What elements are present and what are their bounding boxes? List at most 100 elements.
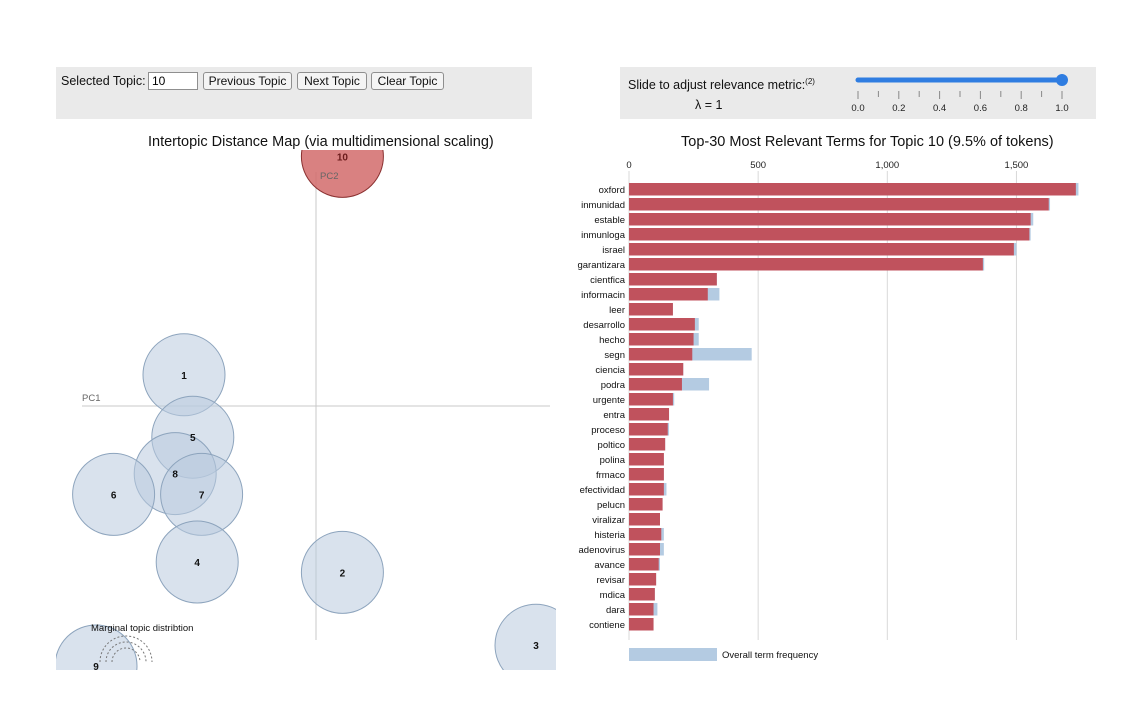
topic-frequency-bar bbox=[629, 288, 708, 301]
topic-frequency-bar bbox=[629, 438, 666, 451]
term-label[interactable]: dara bbox=[606, 605, 626, 616]
clear-topic-button[interactable]: Clear Topic bbox=[371, 72, 444, 90]
term-label[interactable]: israel bbox=[602, 245, 625, 256]
x-tick-label: 500 bbox=[750, 160, 766, 171]
term-label[interactable]: hecho bbox=[599, 335, 625, 346]
topic-frequency-bar bbox=[629, 528, 662, 541]
term-label[interactable]: informacin bbox=[581, 290, 625, 301]
topic-label-9: 9 bbox=[93, 662, 99, 670]
topic-circle-3[interactable] bbox=[494, 603, 556, 670]
topic-frequency-bar bbox=[629, 228, 1030, 241]
topic-label-1: 1 bbox=[181, 371, 187, 382]
topic-label-2: 2 bbox=[340, 568, 346, 579]
term-label[interactable]: polina bbox=[600, 455, 626, 466]
slider-handle[interactable] bbox=[1056, 74, 1068, 86]
slider-tick-label: 1.0 bbox=[1055, 103, 1068, 114]
topic-frequency-bar bbox=[629, 603, 654, 616]
slider-tick-label: 0.6 bbox=[974, 103, 987, 114]
term-label[interactable]: revisar bbox=[596, 575, 625, 586]
term-label[interactable]: efectividad bbox=[580, 485, 625, 496]
legend-swatch bbox=[629, 648, 717, 661]
x-tick-label: 0 bbox=[626, 160, 631, 171]
topic-frequency-bar bbox=[629, 303, 673, 316]
selected-topic-input[interactable] bbox=[148, 72, 198, 90]
term-label[interactable]: segn bbox=[604, 350, 625, 361]
term-label[interactable]: desarrollo bbox=[583, 320, 625, 331]
term-label[interactable]: entra bbox=[603, 410, 625, 421]
slider-tick-label: 0.4 bbox=[933, 103, 946, 114]
topic-circle-9[interactable] bbox=[56, 624, 138, 670]
topic-frequency-bar bbox=[629, 558, 659, 571]
term-label[interactable]: oxford bbox=[599, 185, 625, 196]
pc2-axis-label: PC2 bbox=[320, 171, 338, 182]
intertopic-map: 10 1 5 8 7 6 4 2 3 9 PC1 PC2 Marginal topic distribt… bbox=[56, 150, 556, 670]
topic-frequency-bar bbox=[629, 333, 694, 346]
term-label[interactable]: histeria bbox=[594, 530, 625, 541]
topic-frequency-bar bbox=[629, 573, 657, 586]
topic-circle-10[interactable] bbox=[300, 150, 384, 198]
topic-label-4: 4 bbox=[194, 558, 200, 569]
topic-frequency-bar bbox=[629, 423, 668, 436]
topic-label-3: 3 bbox=[533, 641, 539, 652]
relevance-panel: Slide to adjust relevance metric:(2) λ =… bbox=[620, 67, 1096, 119]
lambda-value: λ = 1 bbox=[695, 98, 723, 112]
term-label[interactable]: urgente bbox=[593, 395, 625, 406]
topic-frequency-bar bbox=[629, 213, 1031, 226]
term-label[interactable]: podra bbox=[601, 380, 626, 391]
topic-frequency-bar bbox=[629, 198, 1049, 211]
topic-label-6: 6 bbox=[111, 490, 117, 501]
next-topic-button[interactable]: Next Topic bbox=[297, 72, 367, 90]
topic-frequency-bar bbox=[629, 318, 695, 331]
previous-topic-button[interactable]: Previous Topic bbox=[203, 72, 292, 90]
relevance-slider[interactable]: 0.0 0.2 0.4 0.6 0.8 1.0 bbox=[850, 71, 1090, 117]
topic-label-5: 5 bbox=[190, 433, 196, 444]
term-label[interactable]: leer bbox=[609, 305, 625, 316]
intertopic-map-title: Intertopic Distance Map (via multidimens… bbox=[148, 134, 494, 150]
topic-label-10: 10 bbox=[337, 152, 349, 163]
term-label[interactable]: ciencia bbox=[595, 365, 625, 376]
topic-frequency-bar bbox=[629, 453, 664, 466]
relevance-footnote: (2) bbox=[805, 77, 815, 86]
term-bar-chart: 0 500 1,000 1,500 oxford inmunidad estable inmu… bbox=[577, 160, 1079, 661]
topic-frequency-bar bbox=[629, 618, 654, 631]
topic-frequency-bar bbox=[629, 393, 673, 406]
topic-frequency-bar bbox=[629, 243, 1014, 256]
term-label[interactable]: viralizar bbox=[592, 515, 625, 526]
x-tick-label: 1,500 bbox=[1005, 160, 1029, 171]
topic-frequency-bar bbox=[629, 408, 670, 421]
topic-frequency-bar bbox=[629, 498, 663, 511]
slider-tick-label: 0.8 bbox=[1015, 103, 1028, 114]
topic-frequency-bar bbox=[629, 513, 660, 526]
term-label[interactable]: adenovirus bbox=[579, 545, 626, 556]
term-label[interactable]: avance bbox=[594, 560, 625, 571]
topic-label-7: 7 bbox=[199, 490, 205, 501]
term-label[interactable]: cientfica bbox=[590, 275, 626, 286]
topic-frequency-bar bbox=[629, 378, 682, 391]
slider-tick-label: 0.0 bbox=[851, 103, 864, 114]
marginal-legend-circle bbox=[99, 635, 153, 663]
term-label[interactable]: mdica bbox=[600, 590, 626, 601]
selected-topic-label: Selected Topic: bbox=[61, 74, 146, 88]
topic-circle-4[interactable] bbox=[155, 520, 239, 604]
term-label[interactable]: contiene bbox=[589, 620, 625, 631]
topic-circle-6[interactable] bbox=[72, 452, 156, 536]
term-label[interactable]: inmunidad bbox=[581, 200, 625, 211]
marginal-legend-label: Marginal topic distribtion bbox=[91, 623, 193, 634]
slider-tick-label: 0.2 bbox=[892, 103, 905, 114]
term-label[interactable]: pelucn bbox=[597, 500, 625, 511]
legend-label: Overall term frequency bbox=[722, 650, 818, 661]
topic-frequency-bar bbox=[629, 183, 1076, 196]
term-label[interactable]: estable bbox=[594, 215, 625, 226]
term-label[interactable]: poltico bbox=[598, 440, 625, 451]
relevance-label: Slide to adjust relevance metric:(2) bbox=[628, 77, 815, 93]
term-label[interactable]: garantizara bbox=[577, 260, 625, 271]
term-chart-title: Top-30 Most Relevant Terms for Topic 10 … bbox=[681, 134, 1054, 150]
marginal-legend-circle bbox=[111, 647, 141, 663]
topic-frequency-bar bbox=[629, 468, 664, 481]
term-label[interactable]: inmunloga bbox=[581, 230, 626, 241]
term-label[interactable]: proceso bbox=[591, 425, 625, 436]
topic-frequency-bar bbox=[629, 363, 684, 376]
term-label[interactable]: frmaco bbox=[596, 470, 625, 481]
topic-circle-2[interactable] bbox=[300, 530, 384, 614]
topic-frequency-bar bbox=[629, 273, 717, 286]
